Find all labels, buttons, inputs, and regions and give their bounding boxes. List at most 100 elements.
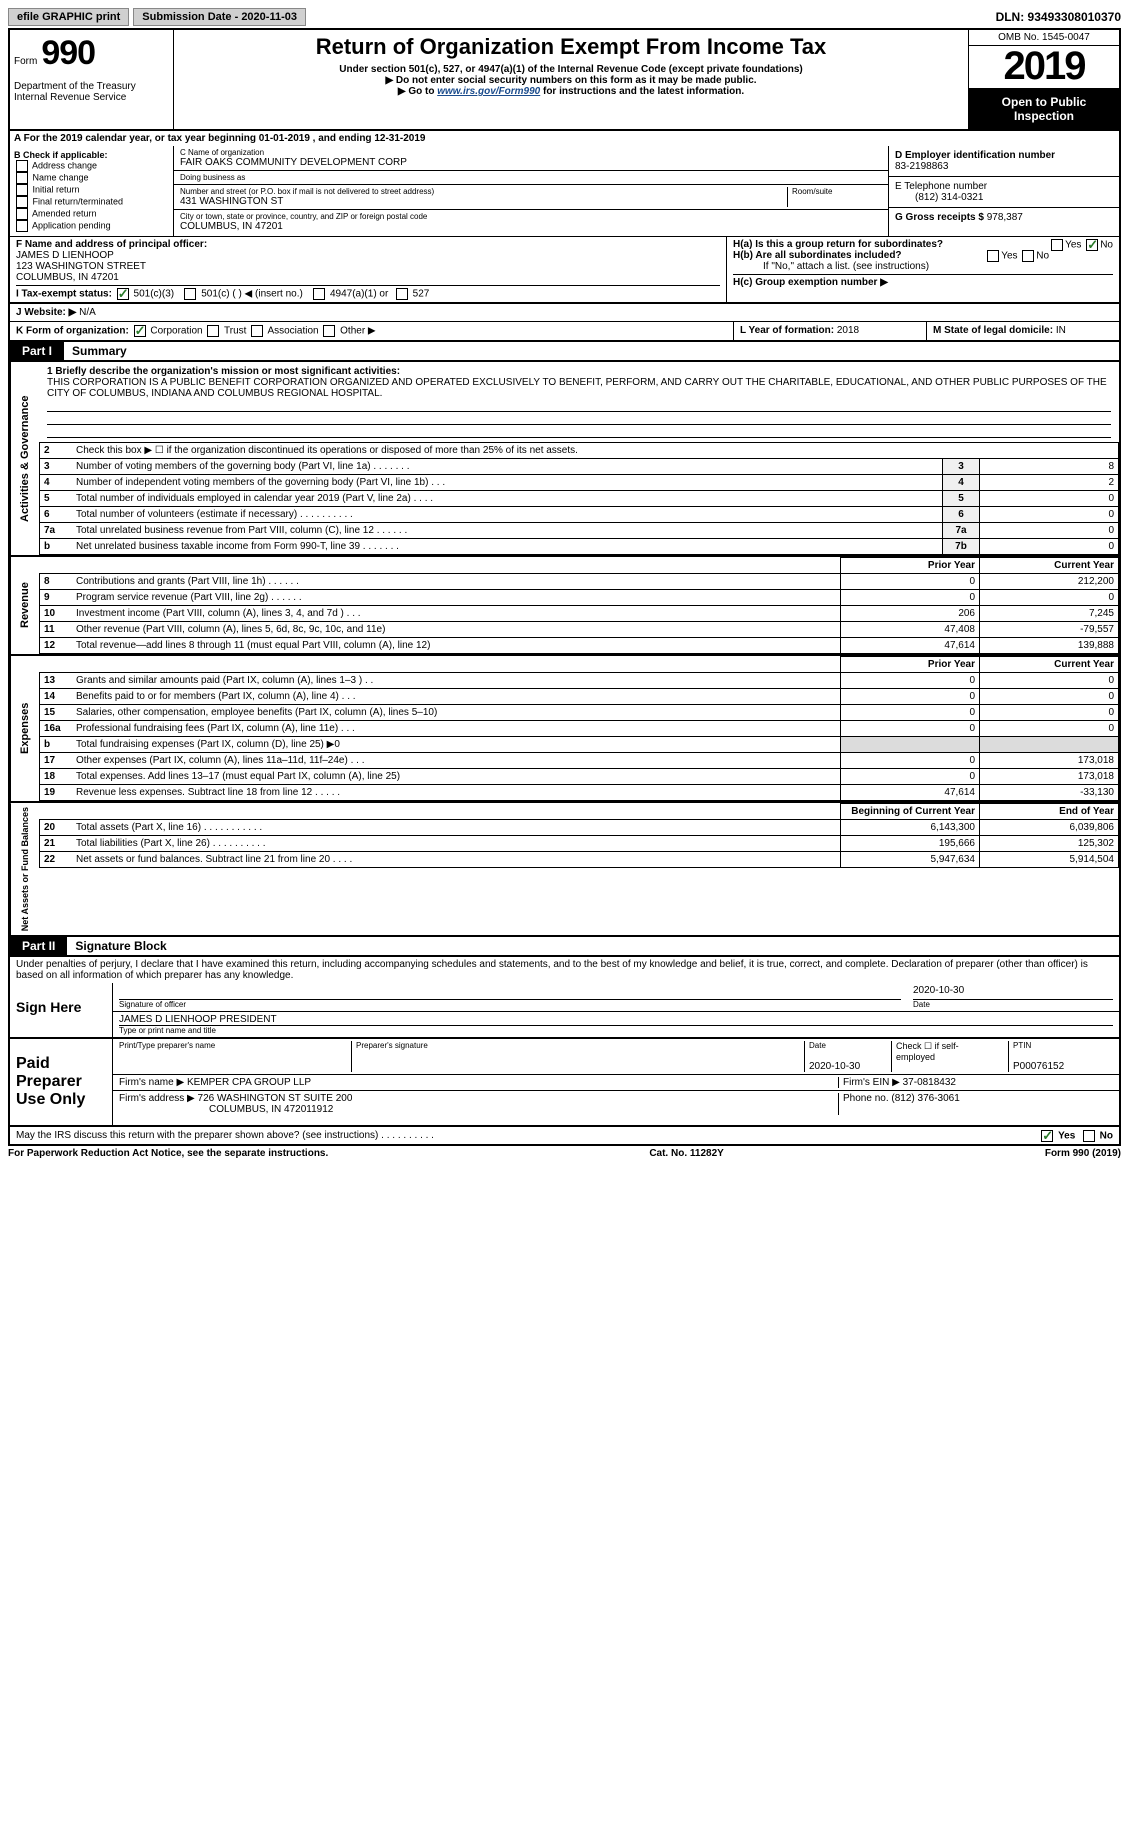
form-subtitle-2: ▶ Do not enter social security numbers o… xyxy=(182,75,960,86)
opt-amended: Amended return xyxy=(32,208,97,218)
check-final-return[interactable] xyxy=(16,196,28,208)
irs-discuss-question: May the IRS discuss this return with the… xyxy=(16,1130,434,1141)
address-value: 431 WASHINGTON ST xyxy=(180,196,283,207)
expenses-table: Prior YearCurrent Year13Grants and simil… xyxy=(39,656,1119,801)
hc-label: H(c) Group exemption number ▶ xyxy=(733,277,888,288)
irs-link[interactable]: www.irs.gov/Form990 xyxy=(437,86,540,97)
check-address-change[interactable] xyxy=(16,160,28,172)
hb-label: H(b) Are all subordinates included? xyxy=(733,250,902,261)
side-netassets: Net Assets or Fund Balances xyxy=(10,803,39,935)
opt-other: Other ▶ xyxy=(340,326,375,337)
form-title: Return of Organization Exempt From Incom… xyxy=(182,34,960,60)
hb-no[interactable] xyxy=(1022,250,1034,262)
sig-officer-label: Signature of officer xyxy=(119,1000,901,1009)
check-4947[interactable] xyxy=(313,288,325,300)
ha-label: H(a) Is this a group return for subordin… xyxy=(733,239,943,250)
page-footer: For Paperwork Reduction Act Notice, see … xyxy=(8,1146,1121,1159)
mission-label: 1 Briefly describe the organization's mi… xyxy=(47,366,400,377)
opt-address-change: Address change xyxy=(32,160,97,170)
efile-print-button[interactable]: efile GRAPHIC print xyxy=(8,8,129,26)
officer-addr2: COLUMBUS, IN 47201 xyxy=(16,272,119,283)
part2-title: Signature Block xyxy=(67,937,174,955)
footer-center: Cat. No. 11282Y xyxy=(649,1148,723,1159)
check-trust[interactable] xyxy=(207,325,219,337)
firm-addr-label: Firm's address ▶ xyxy=(119,1093,195,1104)
row-a-tax-year: A For the 2019 calendar year, or tax yea… xyxy=(8,131,1121,146)
firm-ein-label: Firm's EIN ▶ xyxy=(843,1077,900,1088)
preparer-name-label: Print/Type preparer's name xyxy=(119,1041,339,1050)
sig-date: 2020-10-30 xyxy=(913,985,964,996)
irs-no[interactable] xyxy=(1083,1130,1095,1142)
gross-label: G Gross receipts $ xyxy=(895,212,984,223)
side-governance: Activities & Governance xyxy=(10,362,39,555)
officer-print-name: JAMES D LIENHOOP PRESIDENT xyxy=(119,1014,277,1025)
org-name: FAIR OAKS COMMUNITY DEVELOPMENT CORP xyxy=(180,157,407,168)
address-label: Number and street (or P.O. box if mail i… xyxy=(180,187,787,196)
officer-label: F Name and address of principal officer: xyxy=(16,239,207,250)
goto-pre: ▶ Go to xyxy=(398,86,437,97)
opt-501c: 501(c) ( ) ◀ (insert no.) xyxy=(201,289,303,300)
room-label: Room/suite xyxy=(792,187,882,196)
l-label: L Year of formation: xyxy=(740,325,834,336)
dba-label: Doing business as xyxy=(180,173,882,182)
check-501c[interactable] xyxy=(184,288,196,300)
row-k-label: K Form of organization: xyxy=(16,326,129,337)
firm-phone-label: Phone no. xyxy=(843,1093,889,1104)
irs-yes[interactable] xyxy=(1041,1130,1053,1142)
tel-label: E Telephone number xyxy=(895,181,987,192)
self-employed-check: Check ☐ if self-employed xyxy=(891,1041,996,1072)
check-501c3[interactable] xyxy=(117,288,129,300)
side-expenses: Expenses xyxy=(10,656,39,801)
identity-block: B Check if applicable: Address change Na… xyxy=(8,146,1121,236)
check-name-change[interactable] xyxy=(16,172,28,184)
department-label: Department of the Treasury Internal Reve… xyxy=(14,81,169,103)
sign-here-block: Sign Here Signature of officer 2020-10-3… xyxy=(8,983,1121,1039)
revenue-table: Prior YearCurrent Year8Contributions and… xyxy=(39,557,1119,654)
officer-addr1: 123 WASHINGTON STREET xyxy=(16,261,146,272)
opt-501c3: 501(c)(3) xyxy=(134,289,175,300)
part2-bar: Part II Signature Block xyxy=(8,937,1121,957)
declaration-text: Under penalties of perjury, I declare th… xyxy=(8,957,1121,983)
l-val: 2018 xyxy=(837,325,859,336)
hb-yes[interactable] xyxy=(987,250,999,262)
open-to-public: Open to Public Inspection xyxy=(969,89,1119,129)
check-other[interactable] xyxy=(323,325,335,337)
opt-initial-return: Initial return xyxy=(33,184,80,194)
opt-assoc: Association xyxy=(267,326,318,337)
firm-name-label: Firm's name ▶ xyxy=(119,1077,184,1088)
ha-yes[interactable] xyxy=(1051,239,1063,251)
city-label: City or town, state or province, country… xyxy=(180,212,882,221)
part1-label: Part I xyxy=(10,342,64,360)
tel-value: (812) 314-0321 xyxy=(895,192,983,203)
check-app-pending[interactable] xyxy=(16,220,28,232)
check-amended[interactable] xyxy=(16,208,28,220)
part2-label: Part II xyxy=(10,937,67,955)
goto-post: for instructions and the latest informat… xyxy=(540,86,744,97)
form-header: Form 990 Department of the Treasury Inte… xyxy=(8,28,1121,131)
preparer-sig-label: Preparer's signature xyxy=(356,1041,792,1050)
part1-title: Summary xyxy=(64,342,135,360)
opt-trust: Trust xyxy=(224,326,246,337)
mission-text: THIS CORPORATION IS A PUBLIC BENEFIT COR… xyxy=(47,377,1107,399)
firm-name: KEMPER CPA GROUP LLP xyxy=(187,1077,311,1088)
submission-date: Submission Date - 2020-11-03 xyxy=(133,8,306,26)
yes-label-2: Yes xyxy=(1001,251,1017,262)
ha-no[interactable] xyxy=(1086,239,1098,251)
check-initial-return[interactable] xyxy=(16,184,28,196)
print-name-label: Type or print name and title xyxy=(119,1026,1113,1035)
firm-phone: (812) 376-3061 xyxy=(891,1093,959,1104)
opt-527: 527 xyxy=(413,289,430,300)
irs-no-label: No xyxy=(1100,1131,1113,1142)
opt-4947: 4947(a)(1) or xyxy=(330,289,388,300)
row-i-label: I Tax-exempt status: xyxy=(16,289,112,300)
check-assoc[interactable] xyxy=(251,325,263,337)
opt-corp: Corporation xyxy=(150,326,202,337)
check-corp[interactable] xyxy=(134,325,146,337)
sig-date-label: Date xyxy=(913,1000,1113,1009)
paid-preparer-label: Paid Preparer Use Only xyxy=(10,1039,113,1125)
check-527[interactable] xyxy=(396,288,408,300)
ptin-label: PTIN xyxy=(1013,1041,1113,1050)
org-name-label: C Name of organization xyxy=(180,148,882,157)
part1-bar: Part I Summary xyxy=(8,342,1121,362)
form-word: Form xyxy=(14,56,37,67)
